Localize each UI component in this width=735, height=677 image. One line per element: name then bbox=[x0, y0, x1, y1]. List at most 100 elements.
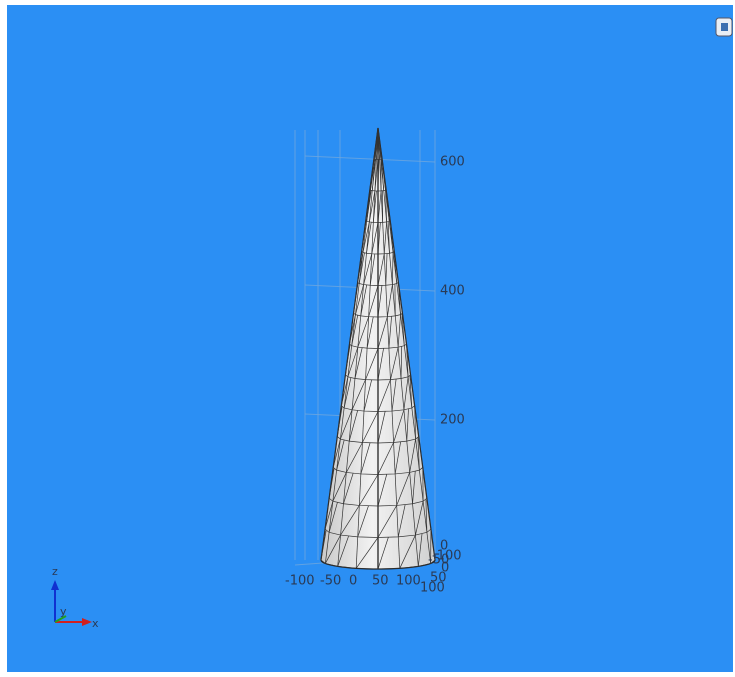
mesh-edge bbox=[332, 438, 341, 468]
mesh-edge bbox=[377, 127, 436, 561]
mesh-edge bbox=[377, 411, 386, 444]
mesh-edge bbox=[396, 472, 410, 506]
z-tick-label: 200 bbox=[440, 413, 465, 428]
mesh-edge bbox=[377, 127, 432, 564]
mesh-edge bbox=[377, 316, 388, 349]
mesh-edge bbox=[340, 409, 353, 440]
mesh-edge bbox=[390, 347, 399, 380]
mesh-edge bbox=[397, 504, 406, 537]
mesh-edge bbox=[400, 346, 403, 379]
axis-triad: z y x bbox=[51, 565, 99, 630]
mesh-edge bbox=[365, 348, 379, 380]
mesh-edge bbox=[343, 377, 352, 409]
mesh-edge bbox=[346, 442, 363, 473]
mesh-edge bbox=[377, 127, 419, 567]
x-tick-label: 50 bbox=[372, 574, 389, 589]
triad-x-label: x bbox=[92, 617, 99, 630]
mesh-edge bbox=[360, 284, 368, 316]
mesh-edge bbox=[377, 127, 401, 569]
mesh-edge bbox=[337, 127, 379, 567]
mesh-edge bbox=[337, 535, 349, 567]
grid-line bbox=[304, 155, 436, 163]
cone-mesh bbox=[320, 127, 436, 570]
z-tick-label: 400 bbox=[440, 284, 465, 299]
mesh-edge bbox=[417, 533, 423, 567]
mesh-edge bbox=[377, 505, 397, 538]
mesh-edge bbox=[368, 285, 379, 317]
mesh-edge bbox=[394, 441, 401, 475]
triad-z-label: z bbox=[52, 565, 58, 578]
mesh-edge bbox=[347, 347, 359, 377]
mesh-edge bbox=[320, 127, 379, 561]
mesh-edge bbox=[324, 127, 379, 564]
mesh-edge bbox=[403, 376, 409, 410]
mesh-edge bbox=[397, 314, 401, 348]
mesh-edge bbox=[325, 534, 341, 564]
y-tick-label: 0 bbox=[441, 561, 449, 576]
y-tick-label: 50 bbox=[430, 571, 447, 586]
y-tick-label: -100 bbox=[432, 549, 462, 564]
mesh-edge bbox=[328, 502, 338, 533]
mesh-edge bbox=[409, 438, 416, 473]
x-tick-label: -50 bbox=[320, 574, 341, 589]
x-tick-label: 100 bbox=[396, 574, 421, 589]
icon-glyph[interactable] bbox=[721, 23, 728, 31]
mesh-edge bbox=[332, 472, 347, 502]
mesh-edge bbox=[357, 316, 369, 348]
mesh-edge bbox=[406, 408, 409, 442]
mesh-edge bbox=[357, 505, 369, 537]
mesh-edge bbox=[355, 284, 364, 315]
mesh-edge bbox=[369, 190, 376, 222]
triad-z-head bbox=[51, 580, 59, 590]
mesh-edge bbox=[354, 347, 363, 379]
x-tick-label: -100 bbox=[285, 574, 315, 589]
mesh-edge bbox=[359, 474, 379, 506]
mesh-edge bbox=[393, 409, 405, 443]
mesh-edge bbox=[391, 379, 397, 412]
triad-x-head bbox=[82, 618, 92, 626]
mesh-edge bbox=[351, 379, 366, 410]
triad-y-label: y bbox=[60, 605, 67, 618]
mesh-edge bbox=[363, 379, 372, 412]
y-tick-label: -50 bbox=[428, 553, 449, 568]
mesh-edge bbox=[392, 252, 394, 285]
mesh-edge bbox=[387, 284, 393, 317]
mesh-edge bbox=[388, 316, 392, 349]
y-tick-label: 100 bbox=[420, 581, 445, 596]
mesh-edge bbox=[341, 376, 349, 406]
mesh-edge bbox=[351, 315, 359, 346]
mesh-edge bbox=[355, 537, 379, 569]
mesh-edge bbox=[369, 253, 376, 286]
z-tick-label: 0 bbox=[440, 539, 448, 554]
triad-y bbox=[54, 615, 67, 623]
mesh-edge bbox=[377, 348, 384, 381]
mesh-edge bbox=[377, 537, 389, 570]
mesh-edge bbox=[406, 343, 409, 377]
mesh-edge bbox=[415, 501, 424, 536]
mesh-edge bbox=[414, 405, 416, 440]
mesh-edge bbox=[360, 442, 371, 475]
mesh-edge bbox=[425, 499, 428, 533]
mesh-edge bbox=[343, 473, 354, 504]
mesh-edge bbox=[377, 442, 394, 475]
mesh-edge bbox=[383, 221, 387, 254]
mesh-edge bbox=[377, 379, 391, 412]
mesh-edge bbox=[363, 253, 373, 285]
mesh-edge bbox=[412, 471, 416, 504]
mesh-edge bbox=[385, 253, 388, 286]
view-toolbar-icon[interactable] bbox=[715, 17, 733, 37]
z-tick-label: 600 bbox=[440, 155, 465, 170]
mesh-edge bbox=[366, 316, 374, 349]
mesh-edge bbox=[362, 221, 370, 253]
mesh-edge bbox=[340, 505, 360, 536]
mesh-edge bbox=[355, 127, 379, 569]
mesh-edge bbox=[324, 501, 334, 530]
mesh-edge bbox=[362, 411, 379, 443]
x-tick-label: 0 bbox=[349, 574, 357, 589]
mesh-edge bbox=[417, 437, 420, 471]
mesh-edge bbox=[399, 534, 416, 569]
mesh-edge bbox=[377, 253, 385, 286]
mesh-edge bbox=[348, 410, 358, 442]
